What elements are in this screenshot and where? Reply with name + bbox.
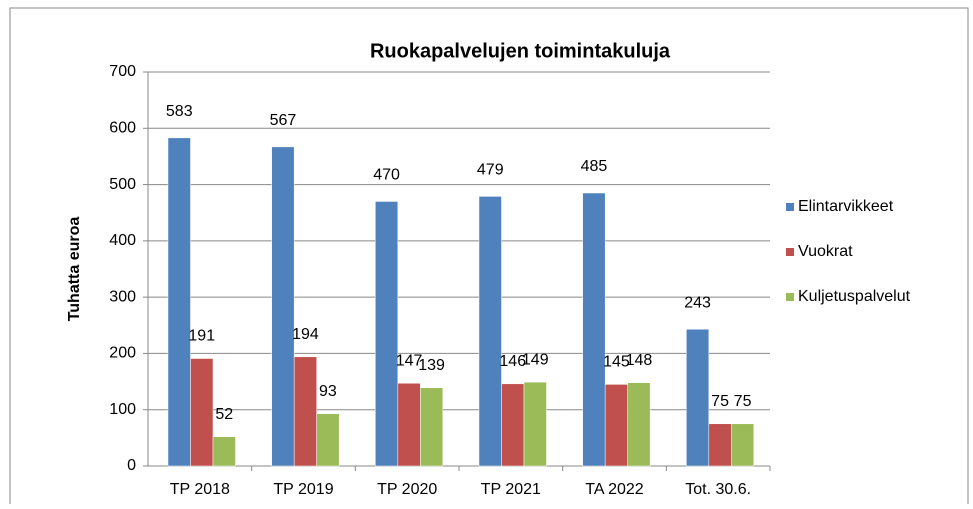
y-tick-label: 400	[109, 232, 136, 249]
bar	[627, 382, 651, 467]
legend-label: Kuljetuspalvelut	[798, 288, 911, 305]
bar	[708, 423, 732, 467]
bar	[604, 384, 628, 467]
bar	[271, 146, 295, 467]
bar	[582, 192, 606, 467]
x-tick-label: TP 2021	[481, 481, 541, 498]
data-label: 75	[711, 393, 729, 410]
x-tick-label: TP 2018	[170, 481, 230, 498]
x-tick-label: Tot. 30.6.	[685, 481, 751, 498]
y-axis-label: Tuhatta euroa	[66, 217, 83, 322]
y-tick-label: 200	[109, 345, 136, 362]
bar	[686, 328, 710, 467]
y-tick-label: 600	[109, 120, 136, 137]
data-label: 583	[166, 103, 193, 120]
chart-title: Ruokapalvelujen toimintakuluja	[370, 40, 671, 62]
legend-swatch	[786, 293, 794, 301]
bar	[293, 356, 317, 467]
y-tick-label: 0	[127, 457, 136, 474]
bar	[731, 423, 755, 467]
data-label: 194	[292, 326, 319, 343]
bar	[501, 383, 525, 467]
legend-swatch	[786, 203, 794, 211]
data-label: 243	[684, 294, 711, 311]
bar	[190, 358, 214, 467]
data-label: 145	[603, 354, 630, 371]
x-tick-label: TP 2019	[273, 481, 333, 498]
y-tick-label: 500	[109, 176, 136, 193]
bar	[212, 436, 236, 467]
legend-swatch	[786, 248, 794, 256]
bar	[375, 201, 399, 467]
data-label: 147	[396, 352, 423, 369]
y-tick-label: 700	[109, 63, 136, 80]
legend-label: Vuokrat	[798, 243, 853, 260]
x-tick-label: TA 2022	[585, 481, 644, 498]
bar	[420, 387, 444, 467]
bar	[167, 137, 191, 467]
bar	[478, 196, 502, 467]
data-label: 485	[581, 158, 608, 175]
data-label: 52	[215, 406, 233, 423]
data-label: 149	[522, 351, 549, 368]
data-label: 470	[373, 167, 400, 184]
data-label: 479	[477, 162, 504, 179]
bar	[523, 381, 547, 467]
y-tick-label: 300	[109, 288, 136, 305]
x-tick-label: TP 2020	[377, 481, 437, 498]
data-label: 139	[418, 357, 445, 374]
data-label: 191	[188, 328, 215, 345]
data-label: 93	[319, 383, 337, 400]
legend-label: Elintarvikkeet	[798, 198, 894, 215]
data-label: 148	[626, 352, 653, 369]
data-label: 146	[499, 353, 526, 370]
bar	[316, 413, 340, 467]
data-label: 567	[270, 112, 297, 129]
bar	[397, 383, 421, 467]
y-tick-label: 100	[109, 401, 136, 418]
data-label: 75	[734, 393, 752, 410]
